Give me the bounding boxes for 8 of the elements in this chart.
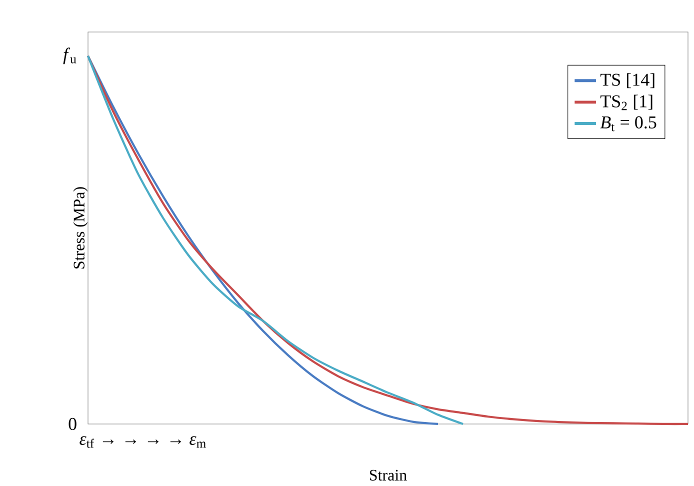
- text: f$_{u}$: [63, 48, 76, 64]
- text: ε$_{tf}$ → → → → ε$_{m}$: [80, 436, 206, 448]
- x-axis-title: Strain: [370, 470, 407, 481]
- legend-label: TS$_{2}$ [1]: [600, 94, 652, 110]
- legend-label: TS [14]: [600, 73, 654, 88]
- text: 0: [68, 418, 76, 430]
- legend-label: B$_{t}$ = 0.5: [600, 116, 656, 132]
- y-axis-title: Stress (MPa): [73, 187, 88, 268]
